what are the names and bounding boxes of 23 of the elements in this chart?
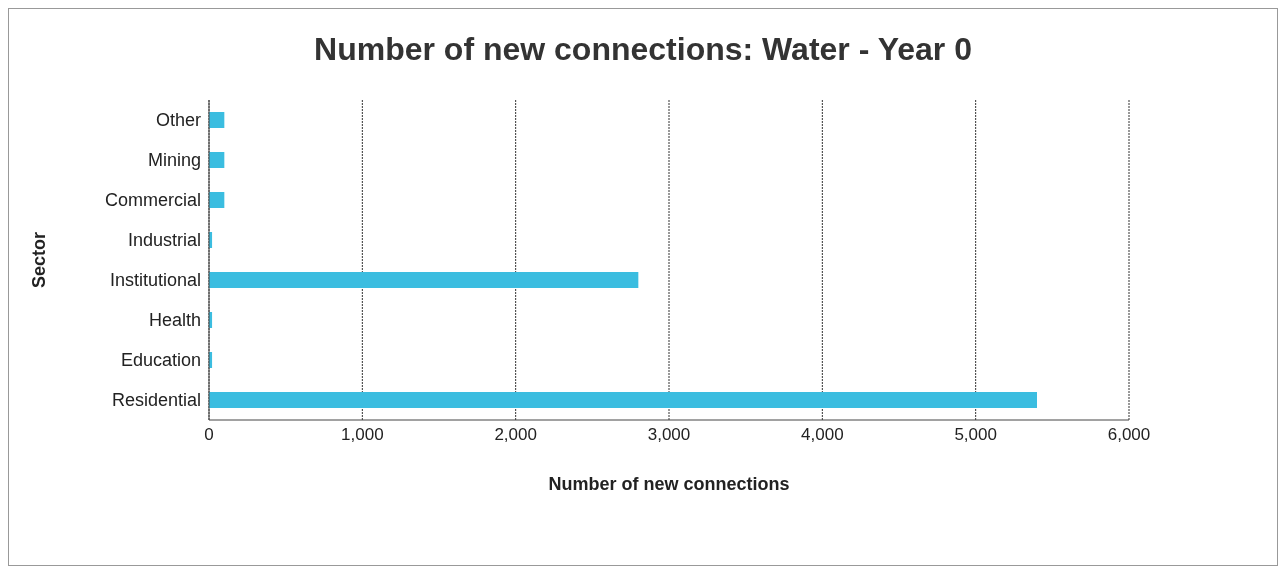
y-axis-title: Sector	[29, 231, 50, 289]
chart-title: Number of new connections: Water - Year 0	[313, 30, 973, 69]
x-tick-label: 1,000	[341, 425, 384, 445]
y-tick-label: Industrial	[127, 230, 201, 251]
bar	[209, 192, 225, 208]
y-tick-label: Other	[155, 110, 201, 131]
y-tick-label: Education	[120, 350, 201, 371]
y-tick-label: Mining	[147, 150, 201, 171]
x-tick-label: 3,000	[647, 425, 691, 445]
x-tick-label: 2,000	[494, 425, 537, 445]
bar	[209, 392, 1037, 408]
bar	[209, 112, 225, 128]
y-tick-label: Institutional	[109, 270, 201, 291]
y-tick-label: Health	[148, 310, 201, 331]
x-tick-label: 0	[204, 425, 214, 445]
x-tick-label: 6,000	[1107, 425, 1151, 445]
bar	[209, 152, 225, 168]
y-tick-label: Residential	[111, 390, 201, 411]
x-tick-label: 4,000	[801, 425, 844, 445]
y-tick-label: Commercial	[104, 190, 201, 211]
x-axis-title: Number of new connections	[548, 474, 790, 494]
x-tick-label: 5,000	[954, 425, 997, 445]
bar	[209, 272, 639, 288]
